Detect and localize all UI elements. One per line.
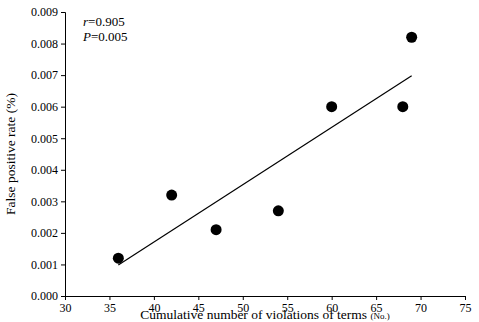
y-tick: 0.004 (31, 163, 65, 177)
x-tick: 75 (460, 296, 472, 315)
plot-area (113, 32, 417, 265)
y-tick-mark (61, 75, 65, 76)
y-tick: 0.005 (31, 132, 65, 146)
point (326, 101, 337, 112)
point (273, 205, 284, 216)
y-axis: 0.000 0.001 0.002 0.003 0.004 0.005 0.006 0.007… (31, 5, 66, 303)
chart: 303540455055606570750.0000.0010.0020.003… (0, 0, 479, 322)
x-tick-mark (243, 296, 244, 300)
y-tick-mark (61, 233, 65, 234)
x-axis-title: Cumulative number of violations of terms… (140, 307, 389, 322)
y-tick: 0.008 (31, 37, 65, 51)
y-axis-title: False positive rate (%) (3, 93, 18, 215)
point (397, 101, 408, 112)
y-tick-label: 0.009 (31, 5, 58, 19)
x-tick-mark (465, 296, 466, 300)
y-tick-mark (61, 12, 65, 13)
x-tick-label: 75 (460, 301, 472, 315)
point (113, 253, 124, 264)
x-tick-mark (376, 296, 377, 300)
y-tick: 0.009 (31, 5, 65, 19)
point (211, 224, 222, 235)
y-tick-label: 0.008 (31, 37, 58, 51)
x-tick-mark (198, 296, 199, 300)
y-tick: 0.003 (31, 195, 65, 209)
y-tick: 0.002 (31, 226, 65, 240)
point (406, 32, 417, 43)
annotation: P=0.005 (82, 29, 128, 44)
annotations: r=0.905P=0.005 (82, 14, 128, 44)
y-tick-label: 0.003 (31, 195, 58, 209)
y-tick-mark (61, 170, 65, 171)
y-tick-label: 0.006 (31, 100, 58, 114)
x-tick-mark (332, 296, 333, 300)
y-tick-label: 0.007 (31, 68, 58, 82)
x-tick-mark (421, 296, 422, 300)
y-tick-mark (61, 201, 65, 202)
y-tick-mark (61, 264, 65, 265)
y-tick: 0.001 (31, 258, 65, 272)
x-tick-label: 30 (60, 301, 72, 315)
y-tick-mark (61, 44, 65, 45)
y-tick-mark (61, 296, 65, 297)
y-tick: 0.000 (31, 289, 65, 303)
y-tick-label: 0.000 (31, 289, 58, 303)
x-tick-label: 70 (415, 301, 427, 315)
y-tick-label: 0.002 (31, 226, 58, 240)
x-tick-label: 35 (104, 301, 116, 315)
y-axis-line (61, 13, 66, 297)
y-tick-mark (61, 138, 65, 139)
y-tick-label: 0.005 (31, 132, 58, 146)
x-tick-mark (109, 296, 110, 300)
y-tick: 0.006 (31, 100, 65, 114)
y-tick-mark (61, 107, 65, 108)
y-tick-label: 0.004 (31, 163, 58, 177)
y-tick: 0.007 (31, 68, 65, 82)
y-tick-label: 0.001 (31, 258, 58, 272)
x-tick: 35 (104, 296, 116, 315)
x-tick-mark (154, 296, 155, 300)
x-tick: 30 (60, 296, 72, 315)
annotation: r=0.905 (83, 14, 125, 29)
x-axis-line (66, 297, 466, 301)
x-tick: 70 (415, 296, 427, 315)
x-tick-mark (287, 296, 288, 300)
trend-line (118, 76, 411, 265)
point (166, 190, 177, 201)
